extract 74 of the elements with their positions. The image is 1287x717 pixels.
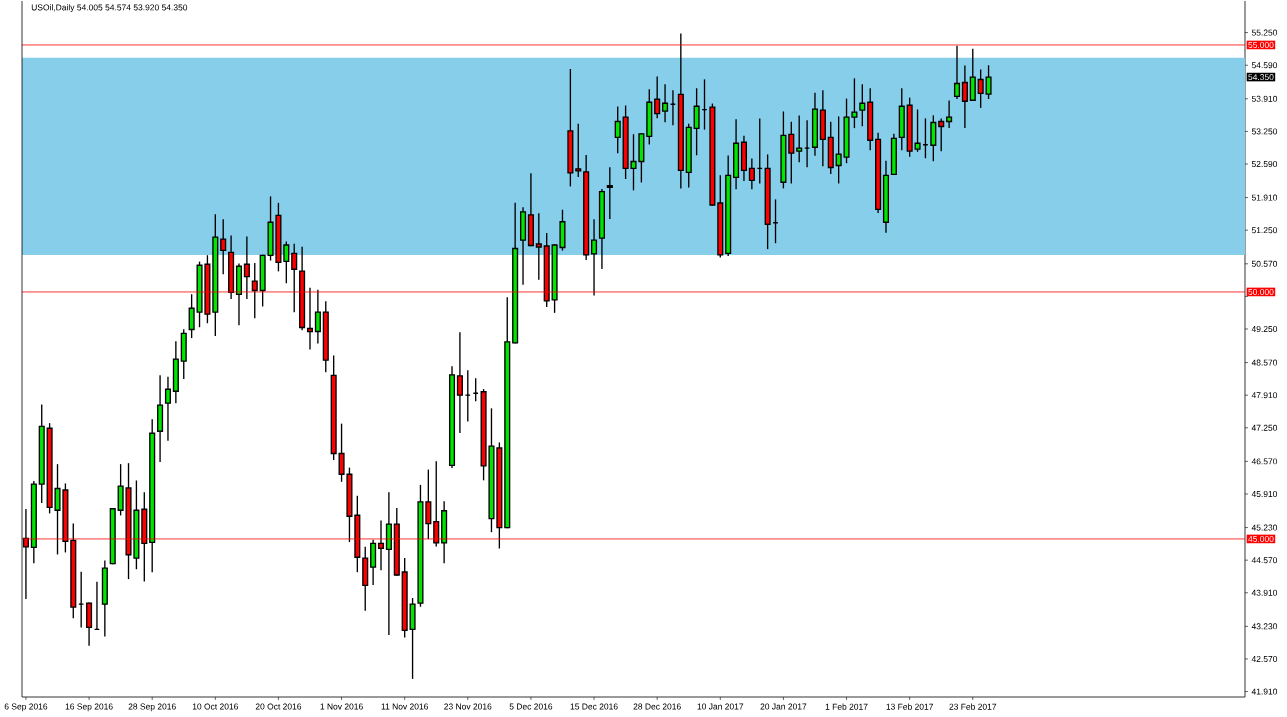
y-tick-label: 48.570 [1251, 359, 1278, 366]
candlestick [519, 207, 527, 285]
y-tick-label: 53.910 [1251, 95, 1278, 102]
y-tick-label: 51.250 [1251, 227, 1278, 234]
candlestick [456, 332, 463, 433]
candlestick [811, 92, 819, 156]
candlestick [314, 289, 321, 344]
candlestick [370, 539, 377, 586]
candlestick [819, 90, 826, 167]
x-tick-label: 6 Sep 2016 [4, 703, 48, 712]
candlestick [591, 219, 598, 296]
y-tick-label: 45.910 [1251, 490, 1278, 497]
candlestick [38, 404, 45, 504]
x-tick-label: 10 Jan 2017 [697, 703, 744, 710]
y-tick-label: 51.910 [1251, 194, 1278, 201]
ref-line-label: 50.000 [1248, 288, 1274, 295]
ref-line-label: 45.000 [1248, 535, 1274, 542]
candlestick [448, 366, 456, 468]
x-tick-label: 5 Dec 2016 [509, 703, 553, 710]
x-tick-label: 23 Nov 2016 [444, 703, 492, 710]
candlestick [235, 263, 243, 326]
candlestick [101, 560, 108, 637]
y-tick-label: 45.230 [1251, 524, 1278, 531]
y-tick-label: 42.570 [1251, 655, 1278, 662]
candlestick [220, 219, 227, 275]
candlestick [662, 84, 669, 123]
x-tick-label: 28 Sep 2016 [128, 703, 176, 712]
y-tick-label: 47.910 [1251, 392, 1278, 399]
candlestick [953, 45, 961, 99]
x-tick-label: 23 Feb 2017 [949, 703, 997, 710]
candlestick [385, 492, 392, 635]
candlestick [164, 376, 172, 441]
y-tick-label: 49.250 [1251, 326, 1278, 332]
x-tick-label: 10 Oct 2016 [192, 703, 238, 710]
candlestick [30, 480, 37, 564]
y-tick-label: 52.590 [1251, 161, 1278, 167]
y-tick-label: 50.570 [1251, 260, 1278, 267]
x-tick-label: 1 Feb 2017 [825, 703, 868, 710]
annotation: 54.350 [1248, 74, 1274, 81]
y-tick-label: 46.570 [1251, 458, 1278, 465]
x-tick-label: 28 Dec 2016 [633, 703, 681, 710]
candlestick [961, 65, 968, 129]
x-tick-label: 15 Dec 2016 [570, 703, 618, 710]
y-tick-label: 54.590 [1251, 62, 1278, 69]
x-tick-label: 11 Nov 2016 [381, 703, 428, 710]
x-tick-label: 20 Jan 2017 [760, 703, 807, 710]
candlestick [583, 154, 590, 261]
x-tick-label: 13 Feb 2017 [886, 703, 933, 710]
y-tick-label: 47.250 [1251, 424, 1278, 431]
y-tick-label: 53.250 [1251, 128, 1278, 135]
candlestick [748, 158, 755, 190]
chart-title: USOil,Daily 54.005 54.574 53.920 54.350 [31, 4, 188, 13]
candlestick [946, 100, 953, 129]
candlestick [654, 76, 661, 119]
candlestick [733, 119, 740, 190]
x-tick-label: 20 Oct 2016 [255, 703, 302, 710]
x-tick-label: 1 Nov 2016 [320, 703, 363, 710]
ref-line-label: 55.000 [1248, 41, 1274, 48]
x-tick-label: 16 Sep 2016 [65, 703, 113, 712]
y-tick-label: 43.230 [1251, 623, 1278, 630]
candlestick [598, 189, 605, 269]
candlestick [740, 135, 748, 181]
y-tick-label: 41.910 [1251, 688, 1278, 695]
candlestick [535, 213, 542, 280]
candlestick [882, 160, 890, 233]
y-tick-label: 43.910 [1251, 589, 1278, 596]
y-tick-label: 55.250 [1251, 29, 1278, 36]
y-tick-label: 44.570 [1251, 557, 1278, 564]
candlestick [441, 501, 448, 564]
candlestick [875, 132, 882, 214]
candlestick [157, 375, 164, 463]
candlestick [172, 341, 179, 404]
candlestick [212, 214, 219, 337]
candlestick [938, 118, 945, 152]
